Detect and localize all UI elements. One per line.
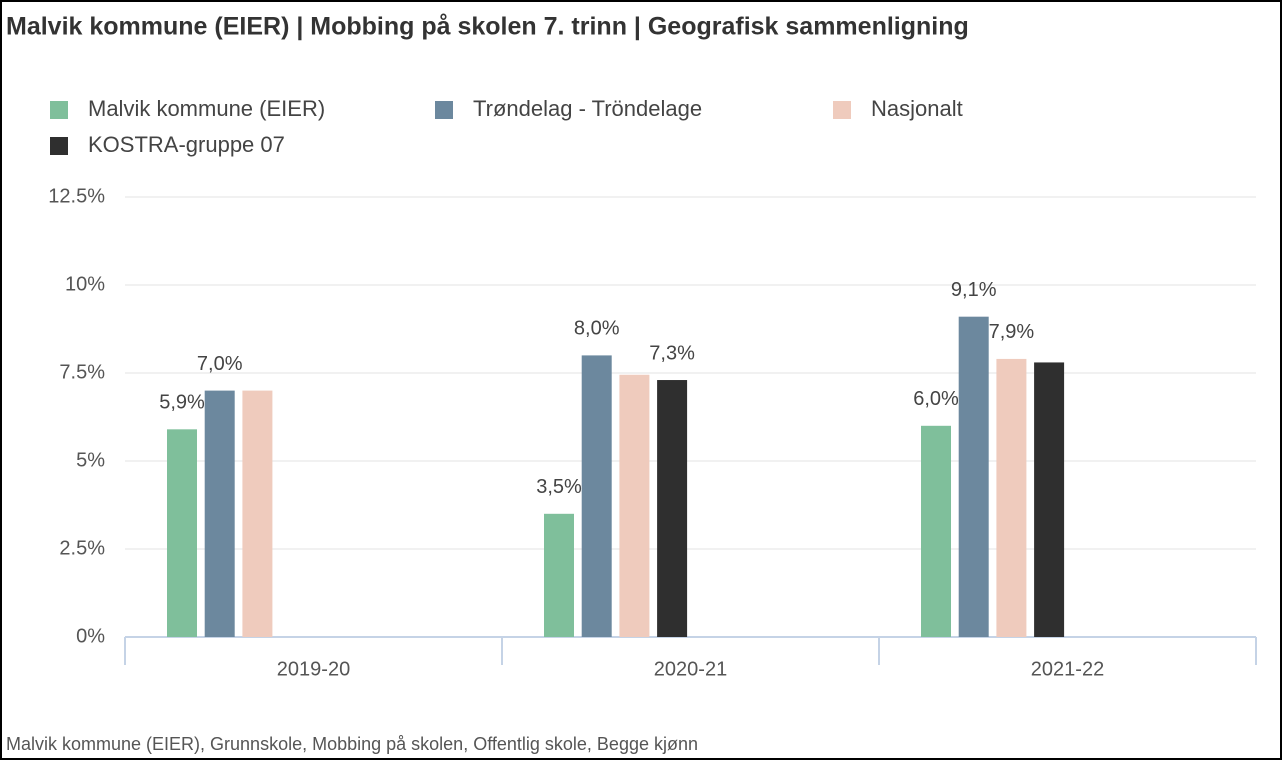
legend-label: Nasjonalt <box>871 96 963 121</box>
data-label: 7,0% <box>197 353 243 375</box>
legend-swatch <box>50 101 68 119</box>
y-tick-label: 0% <box>76 625 105 647</box>
bar <box>167 429 197 637</box>
x-tick-label: 2021-22 <box>1031 658 1104 680</box>
data-label: 5,9% <box>159 392 205 414</box>
y-tick-label: 12.5% <box>48 185 105 207</box>
data-label: 7,9% <box>989 321 1035 343</box>
bar <box>1034 362 1065 637</box>
chart-title: Malvik kommune (EIER) | Mobbing på skole… <box>6 13 969 41</box>
bar <box>996 358 1027 637</box>
data-label: 8,0% <box>574 318 620 340</box>
y-tick-label: 7.5% <box>59 361 105 383</box>
y-tick-label: 10% <box>65 273 105 295</box>
legend-label: KOSTRA-gruppe 07 <box>88 132 285 157</box>
x-tick-label: 2019-20 <box>277 658 350 680</box>
legend-swatch <box>435 101 453 119</box>
bar <box>921 425 951 637</box>
bar <box>242 390 273 637</box>
legend-label: Malvik kommune (EIER) <box>88 96 325 121</box>
bar <box>204 390 235 637</box>
bar <box>958 316 989 637</box>
y-tick-label: 2.5% <box>59 537 105 559</box>
bar <box>657 380 688 637</box>
legend-swatch <box>50 137 68 155</box>
x-tick-label: 2020-21 <box>654 658 727 680</box>
bar <box>581 355 612 637</box>
data-label: 9,1% <box>951 279 997 301</box>
data-label: 6,0% <box>913 388 959 410</box>
bar <box>619 374 650 637</box>
data-label: 7,3% <box>649 342 695 364</box>
legend-swatch <box>833 101 851 119</box>
legend-label: Trøndelag - Tröndelage <box>473 96 702 121</box>
data-label: 3,5% <box>536 476 582 498</box>
y-tick-label: 5% <box>76 449 105 471</box>
footnote: Malvik kommune (EIER), Grunnskole, Mobbi… <box>6 734 698 754</box>
bar <box>544 513 574 637</box>
